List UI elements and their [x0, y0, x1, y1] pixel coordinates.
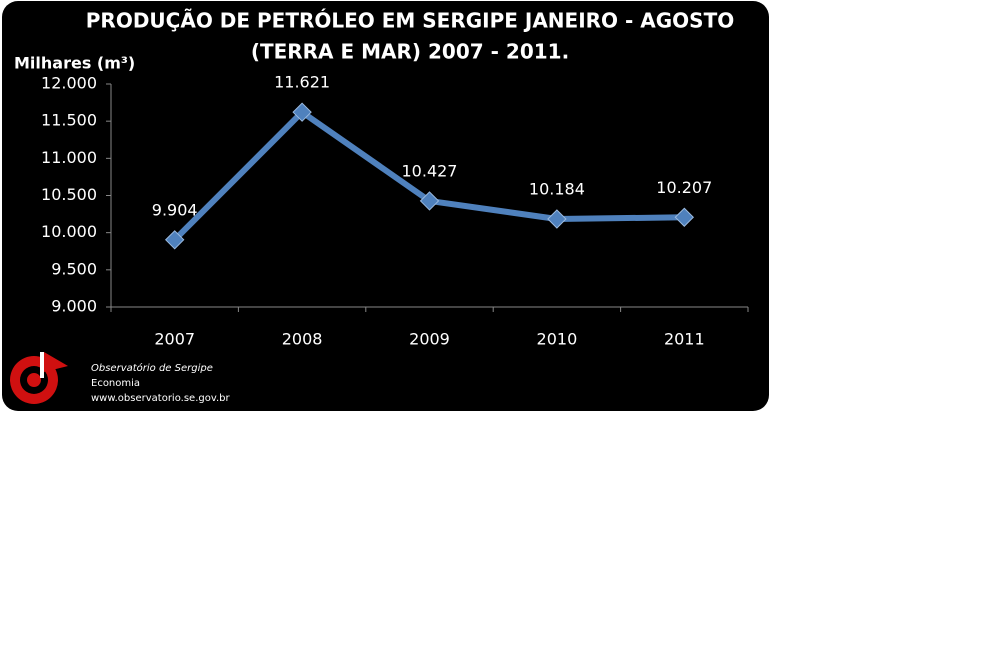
y-tick-label: 11.500: [41, 111, 97, 130]
marker: [419, 191, 440, 211]
y-tick-label: 12.000: [41, 74, 97, 93]
data-label: 10.184: [529, 179, 585, 198]
y-tick-label: 10.500: [41, 185, 97, 204]
y-tick-label: 9.500: [51, 259, 97, 278]
marker: [292, 102, 312, 122]
x-tick-label: 2009: [409, 330, 450, 349]
x-tick-label: 2010: [537, 330, 578, 349]
data-label: 9.904: [152, 200, 198, 219]
x-tick-label: 2007: [154, 330, 195, 349]
footer-section: Economia: [91, 378, 140, 389]
y-axis-label: Milhares (m³): [14, 54, 135, 73]
y-tick-label: 10.000: [41, 222, 97, 241]
chart-title: PRODUÇÃO DE PETRÓLEO EM SERGIPE JANEIRO …: [86, 9, 734, 33]
x-tick-label: 2011: [664, 330, 705, 349]
marker: [164, 230, 185, 250]
data-label: 10.207: [656, 178, 712, 197]
chart-title: (TERRA E MAR) 2007 - 2011.: [251, 40, 569, 64]
y-tick-label: 11.000: [41, 148, 97, 167]
x-tick-label: 2008: [282, 330, 323, 349]
marker: [547, 209, 567, 229]
footer-url: www.observatorio.se.gov.br: [91, 393, 231, 404]
logo: [10, 352, 68, 404]
chart-background: [2, 1, 769, 411]
data-label: 10.427: [402, 161, 458, 180]
footer-organization: Observatório de Sergipe: [91, 362, 213, 374]
y-tick-label: 9.000: [51, 297, 97, 316]
data-label: 11.621: [274, 73, 330, 92]
marker: [674, 207, 695, 227]
